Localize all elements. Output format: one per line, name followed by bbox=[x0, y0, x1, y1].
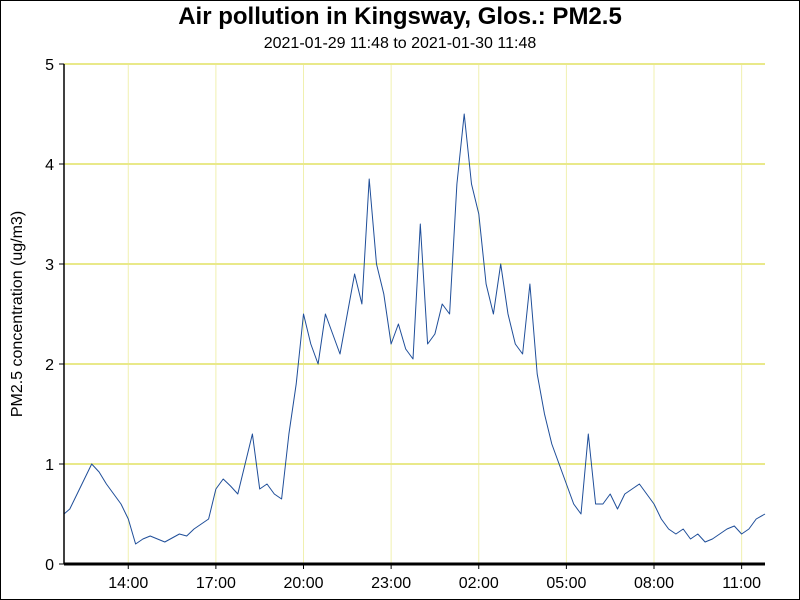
x-tick-label: 20:00 bbox=[283, 575, 323, 592]
series-line bbox=[63, 113, 766, 545]
y-tick-label: 4 bbox=[45, 157, 54, 174]
y-tick-label: 3 bbox=[45, 257, 54, 274]
x-tick-label: 05:00 bbox=[546, 575, 586, 592]
x-tick-label: 08:00 bbox=[634, 575, 674, 592]
x-tick-label: 14:00 bbox=[108, 575, 148, 592]
series-layer bbox=[63, 113, 766, 545]
tick-labels: 14:00 17:00 20:00 23:00 02:00 05:00 08:00 11:00… bbox=[45, 57, 761, 592]
y-tick-label: 1 bbox=[45, 457, 54, 474]
x-tick-label: 11:00 bbox=[722, 575, 761, 592]
chart-title: Air pollution in Kingsway, Glos.: PM2.5 bbox=[178, 3, 622, 30]
y-tick-label: 5 bbox=[45, 57, 54, 74]
grid-lines bbox=[64, 63, 765, 564]
y-tick-label: 2 bbox=[45, 357, 54, 374]
chart-subtitle: 2021-01-29 11:48 to 2021-01-30 11:48 bbox=[263, 35, 537, 52]
axes bbox=[59, 63, 765, 569]
x-tick-label: 23:00 bbox=[371, 575, 411, 592]
y-axis-label: PM2.5 concentration (ug/m3) bbox=[9, 211, 26, 417]
x-tick-label: 17:00 bbox=[196, 575, 236, 592]
y-tick-label: 0 bbox=[45, 557, 54, 574]
x-tick-label: 02:00 bbox=[459, 575, 499, 592]
